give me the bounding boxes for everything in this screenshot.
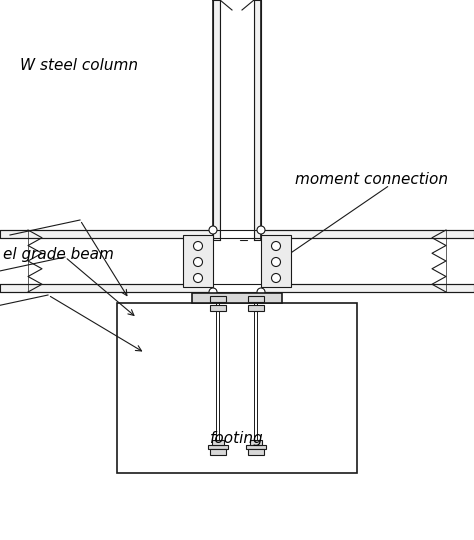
Circle shape xyxy=(272,258,281,267)
Bar xyxy=(210,305,226,311)
Bar xyxy=(208,445,228,449)
Bar xyxy=(250,440,262,445)
Bar xyxy=(248,305,264,311)
Bar xyxy=(254,0,261,240)
Bar xyxy=(212,229,262,293)
Bar xyxy=(0,230,474,238)
Circle shape xyxy=(209,288,217,296)
Circle shape xyxy=(257,288,265,296)
Bar xyxy=(210,449,226,455)
Bar xyxy=(261,235,291,287)
Bar xyxy=(246,445,266,449)
Bar xyxy=(248,449,264,455)
Circle shape xyxy=(272,241,281,251)
Bar xyxy=(213,0,220,240)
Bar xyxy=(192,293,282,303)
Text: W steel column: W steel column xyxy=(20,57,138,72)
Circle shape xyxy=(272,273,281,282)
Circle shape xyxy=(193,258,202,267)
Text: footing: footing xyxy=(210,430,264,445)
Bar xyxy=(210,296,226,302)
Bar xyxy=(240,0,247,240)
Bar xyxy=(183,235,213,287)
Circle shape xyxy=(257,226,265,234)
Bar xyxy=(220,0,254,240)
Text: moment connection: moment connection xyxy=(295,172,448,187)
Text: el grade beam: el grade beam xyxy=(3,247,114,262)
Circle shape xyxy=(193,273,202,282)
Bar xyxy=(0,284,474,292)
Circle shape xyxy=(209,226,217,234)
Bar xyxy=(117,303,357,473)
Bar xyxy=(212,440,224,445)
Bar xyxy=(248,296,264,302)
Circle shape xyxy=(193,241,202,251)
